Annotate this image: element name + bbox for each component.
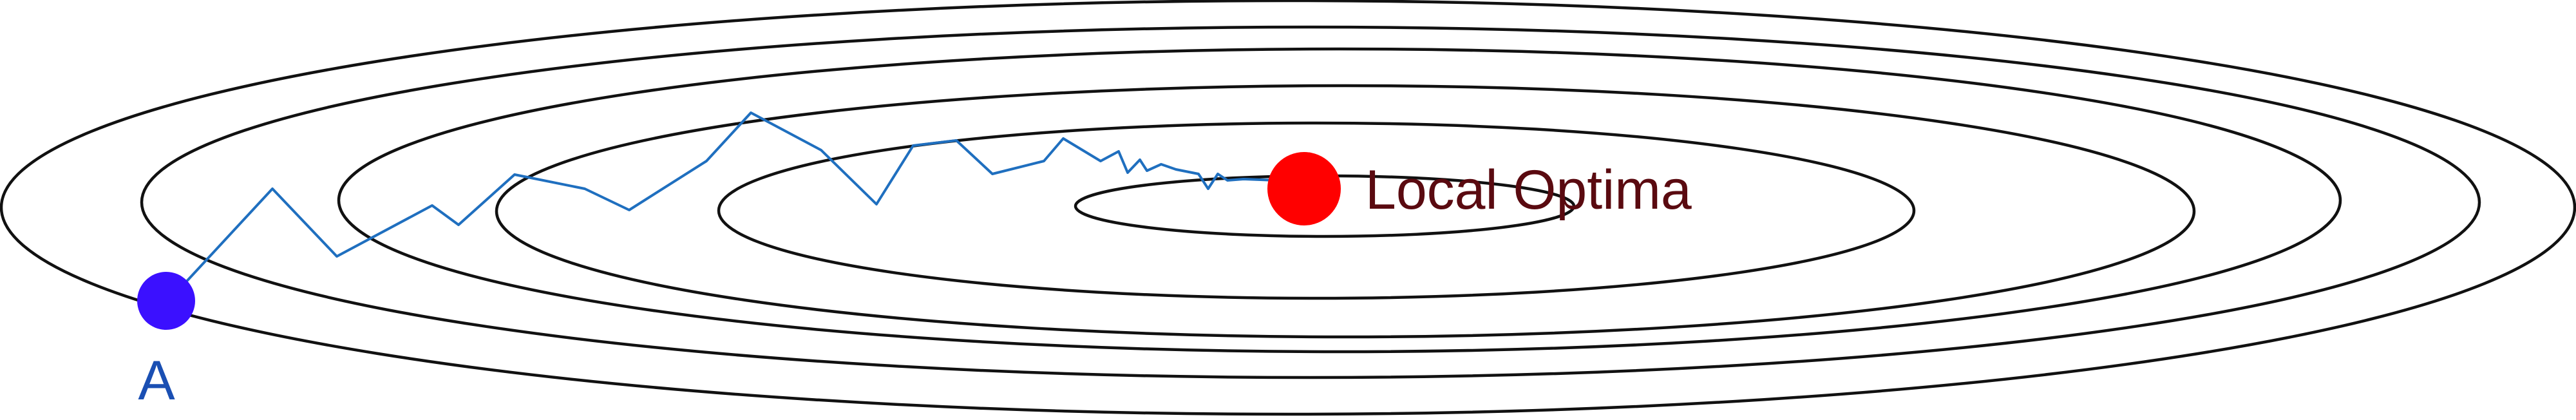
contour-4	[495, 84, 2196, 339]
contour-2	[140, 25, 2481, 379]
contour-3	[337, 47, 2342, 354]
start-point-label: A	[138, 350, 175, 412]
optimum-label: Local Optima	[1365, 159, 1692, 221]
descent-path	[165, 111, 1305, 305]
optimum-marker	[1267, 152, 1341, 225]
start-point-marker	[137, 272, 195, 330]
contour-5	[717, 121, 1916, 300]
